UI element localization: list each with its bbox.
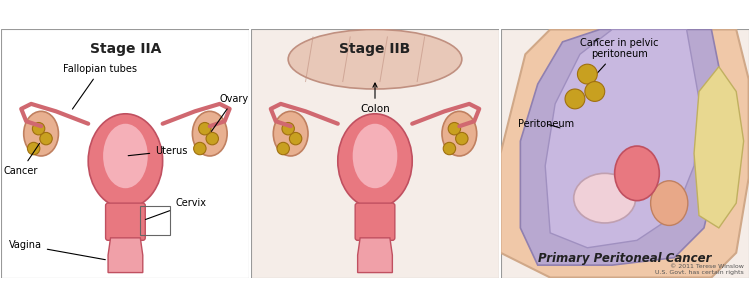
Circle shape	[290, 132, 302, 145]
Text: Colon: Colon	[360, 83, 390, 114]
Ellipse shape	[352, 124, 398, 188]
Ellipse shape	[615, 146, 659, 201]
Ellipse shape	[650, 181, 688, 225]
Circle shape	[40, 132, 53, 145]
Text: Uterus: Uterus	[128, 146, 188, 156]
Ellipse shape	[24, 111, 58, 156]
Polygon shape	[694, 67, 744, 228]
Ellipse shape	[338, 114, 412, 208]
FancyBboxPatch shape	[106, 203, 146, 240]
Ellipse shape	[288, 29, 462, 89]
Text: Cervix: Cervix	[146, 198, 206, 220]
Circle shape	[565, 89, 585, 109]
Circle shape	[585, 82, 604, 101]
Circle shape	[206, 132, 218, 145]
Text: Stage II: Stage II	[594, 37, 655, 51]
Text: Primary Peritoneal Cancer: Primary Peritoneal Cancer	[538, 252, 711, 265]
Circle shape	[443, 142, 455, 155]
FancyBboxPatch shape	[500, 29, 748, 278]
Text: Fallopian tubes: Fallopian tubes	[64, 64, 137, 109]
Text: © 2011 Terese Winslow
U.S. Govt. has certain rights: © 2011 Terese Winslow U.S. Govt. has cer…	[655, 264, 744, 275]
Text: Stage IIA: Stage IIA	[90, 42, 161, 56]
Text: Ovary: Ovary	[211, 94, 249, 131]
Circle shape	[455, 132, 468, 145]
Polygon shape	[545, 29, 699, 248]
Circle shape	[282, 122, 295, 135]
Ellipse shape	[88, 114, 163, 208]
Circle shape	[28, 142, 40, 155]
Ellipse shape	[442, 111, 477, 156]
Ellipse shape	[574, 173, 636, 223]
Ellipse shape	[273, 111, 308, 156]
Text: Vagina: Vagina	[9, 240, 105, 260]
Polygon shape	[500, 29, 748, 278]
Text: Cancer: Cancer	[4, 143, 40, 176]
Circle shape	[199, 122, 211, 135]
Text: Peritoneum: Peritoneum	[518, 119, 574, 129]
Ellipse shape	[193, 111, 227, 156]
FancyBboxPatch shape	[356, 203, 395, 240]
Circle shape	[32, 122, 45, 135]
Circle shape	[448, 122, 460, 135]
Text: Cancer in pelvic
peritoneum: Cancer in pelvic peritoneum	[580, 38, 658, 82]
FancyBboxPatch shape	[251, 29, 499, 278]
Text: Stage IIB: Stage IIB	[339, 42, 410, 56]
Polygon shape	[520, 29, 724, 265]
Circle shape	[578, 64, 597, 84]
Ellipse shape	[103, 124, 148, 188]
Circle shape	[277, 142, 290, 155]
Polygon shape	[108, 238, 142, 273]
Polygon shape	[358, 238, 392, 273]
FancyBboxPatch shape	[2, 29, 250, 278]
Circle shape	[194, 142, 206, 155]
